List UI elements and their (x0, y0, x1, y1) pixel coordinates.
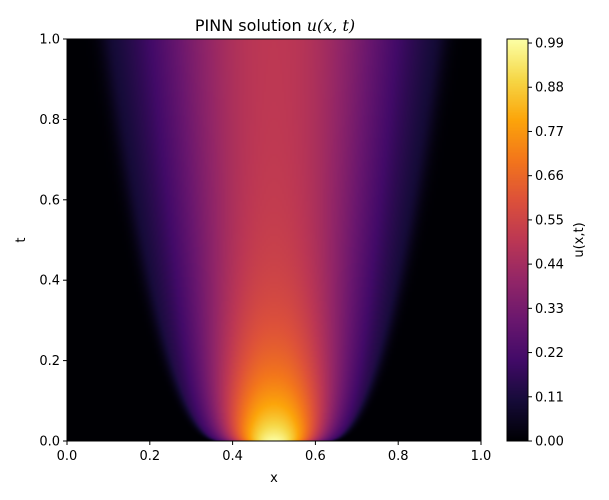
colorbar-label: u(x,t) (572, 222, 587, 257)
y-tick-label: 1.0 (39, 33, 60, 48)
x-tick-label: 0.6 (305, 449, 326, 464)
x-axis: 0.0 0.2 0.4 0.6 0.8 1.0 (57, 441, 492, 464)
colorbar-tick-label: 0.55 (535, 213, 564, 228)
colorbar-axis: 0.00 0.11 0.22 0.33 0.44 0.55 0.66 0.77 0.88 0.99 (528, 37, 564, 450)
colorbar-tick-label: 0.00 (535, 435, 564, 450)
y-axis: 0.0 0.2 0.4 0.6 0.8 1.0 (39, 33, 67, 450)
colorbar-tick-label: 0.66 (535, 169, 564, 184)
y-tick-label: 0.0 (39, 435, 60, 450)
y-axis-label: t (14, 237, 29, 242)
y-tick-label: 0.4 (39, 274, 60, 289)
colorbar-tick-label: 0.33 (535, 302, 564, 317)
colorbar-gradient (507, 39, 528, 441)
x-tick-label: 0.8 (388, 449, 409, 464)
colorbar-tick-label: 0.88 (535, 81, 564, 96)
colorbar-tick-label: 0.11 (535, 390, 564, 405)
colorbar-tick-label: 0.44 (535, 258, 564, 273)
y-tick-label: 0.8 (39, 113, 60, 128)
y-tick-label: 0.6 (39, 193, 60, 208)
x-axis-label: x (270, 471, 278, 486)
colorbar-tick-label: 0.99 (535, 37, 564, 52)
chart-title: PINN solution u(x, t) (195, 16, 355, 35)
x-tick-label: 0.2 (139, 449, 160, 464)
heatmap-plot (67, 39, 481, 441)
colorbar-tick-label: 0.22 (535, 346, 564, 361)
y-tick-label: 0.2 (39, 354, 60, 369)
chart-title-math: u(x, t) (307, 16, 355, 35)
colorbar-tick-label: 0.77 (535, 125, 564, 140)
heatmap-image (67, 39, 481, 441)
colorbar (507, 39, 528, 441)
x-tick-label: 0.4 (222, 449, 243, 464)
x-tick-label: 0.0 (57, 449, 78, 464)
colorbar-frame (506, 38, 529, 442)
plot-frame (66, 38, 482, 442)
x-tick-label: 1.0 (471, 449, 492, 464)
